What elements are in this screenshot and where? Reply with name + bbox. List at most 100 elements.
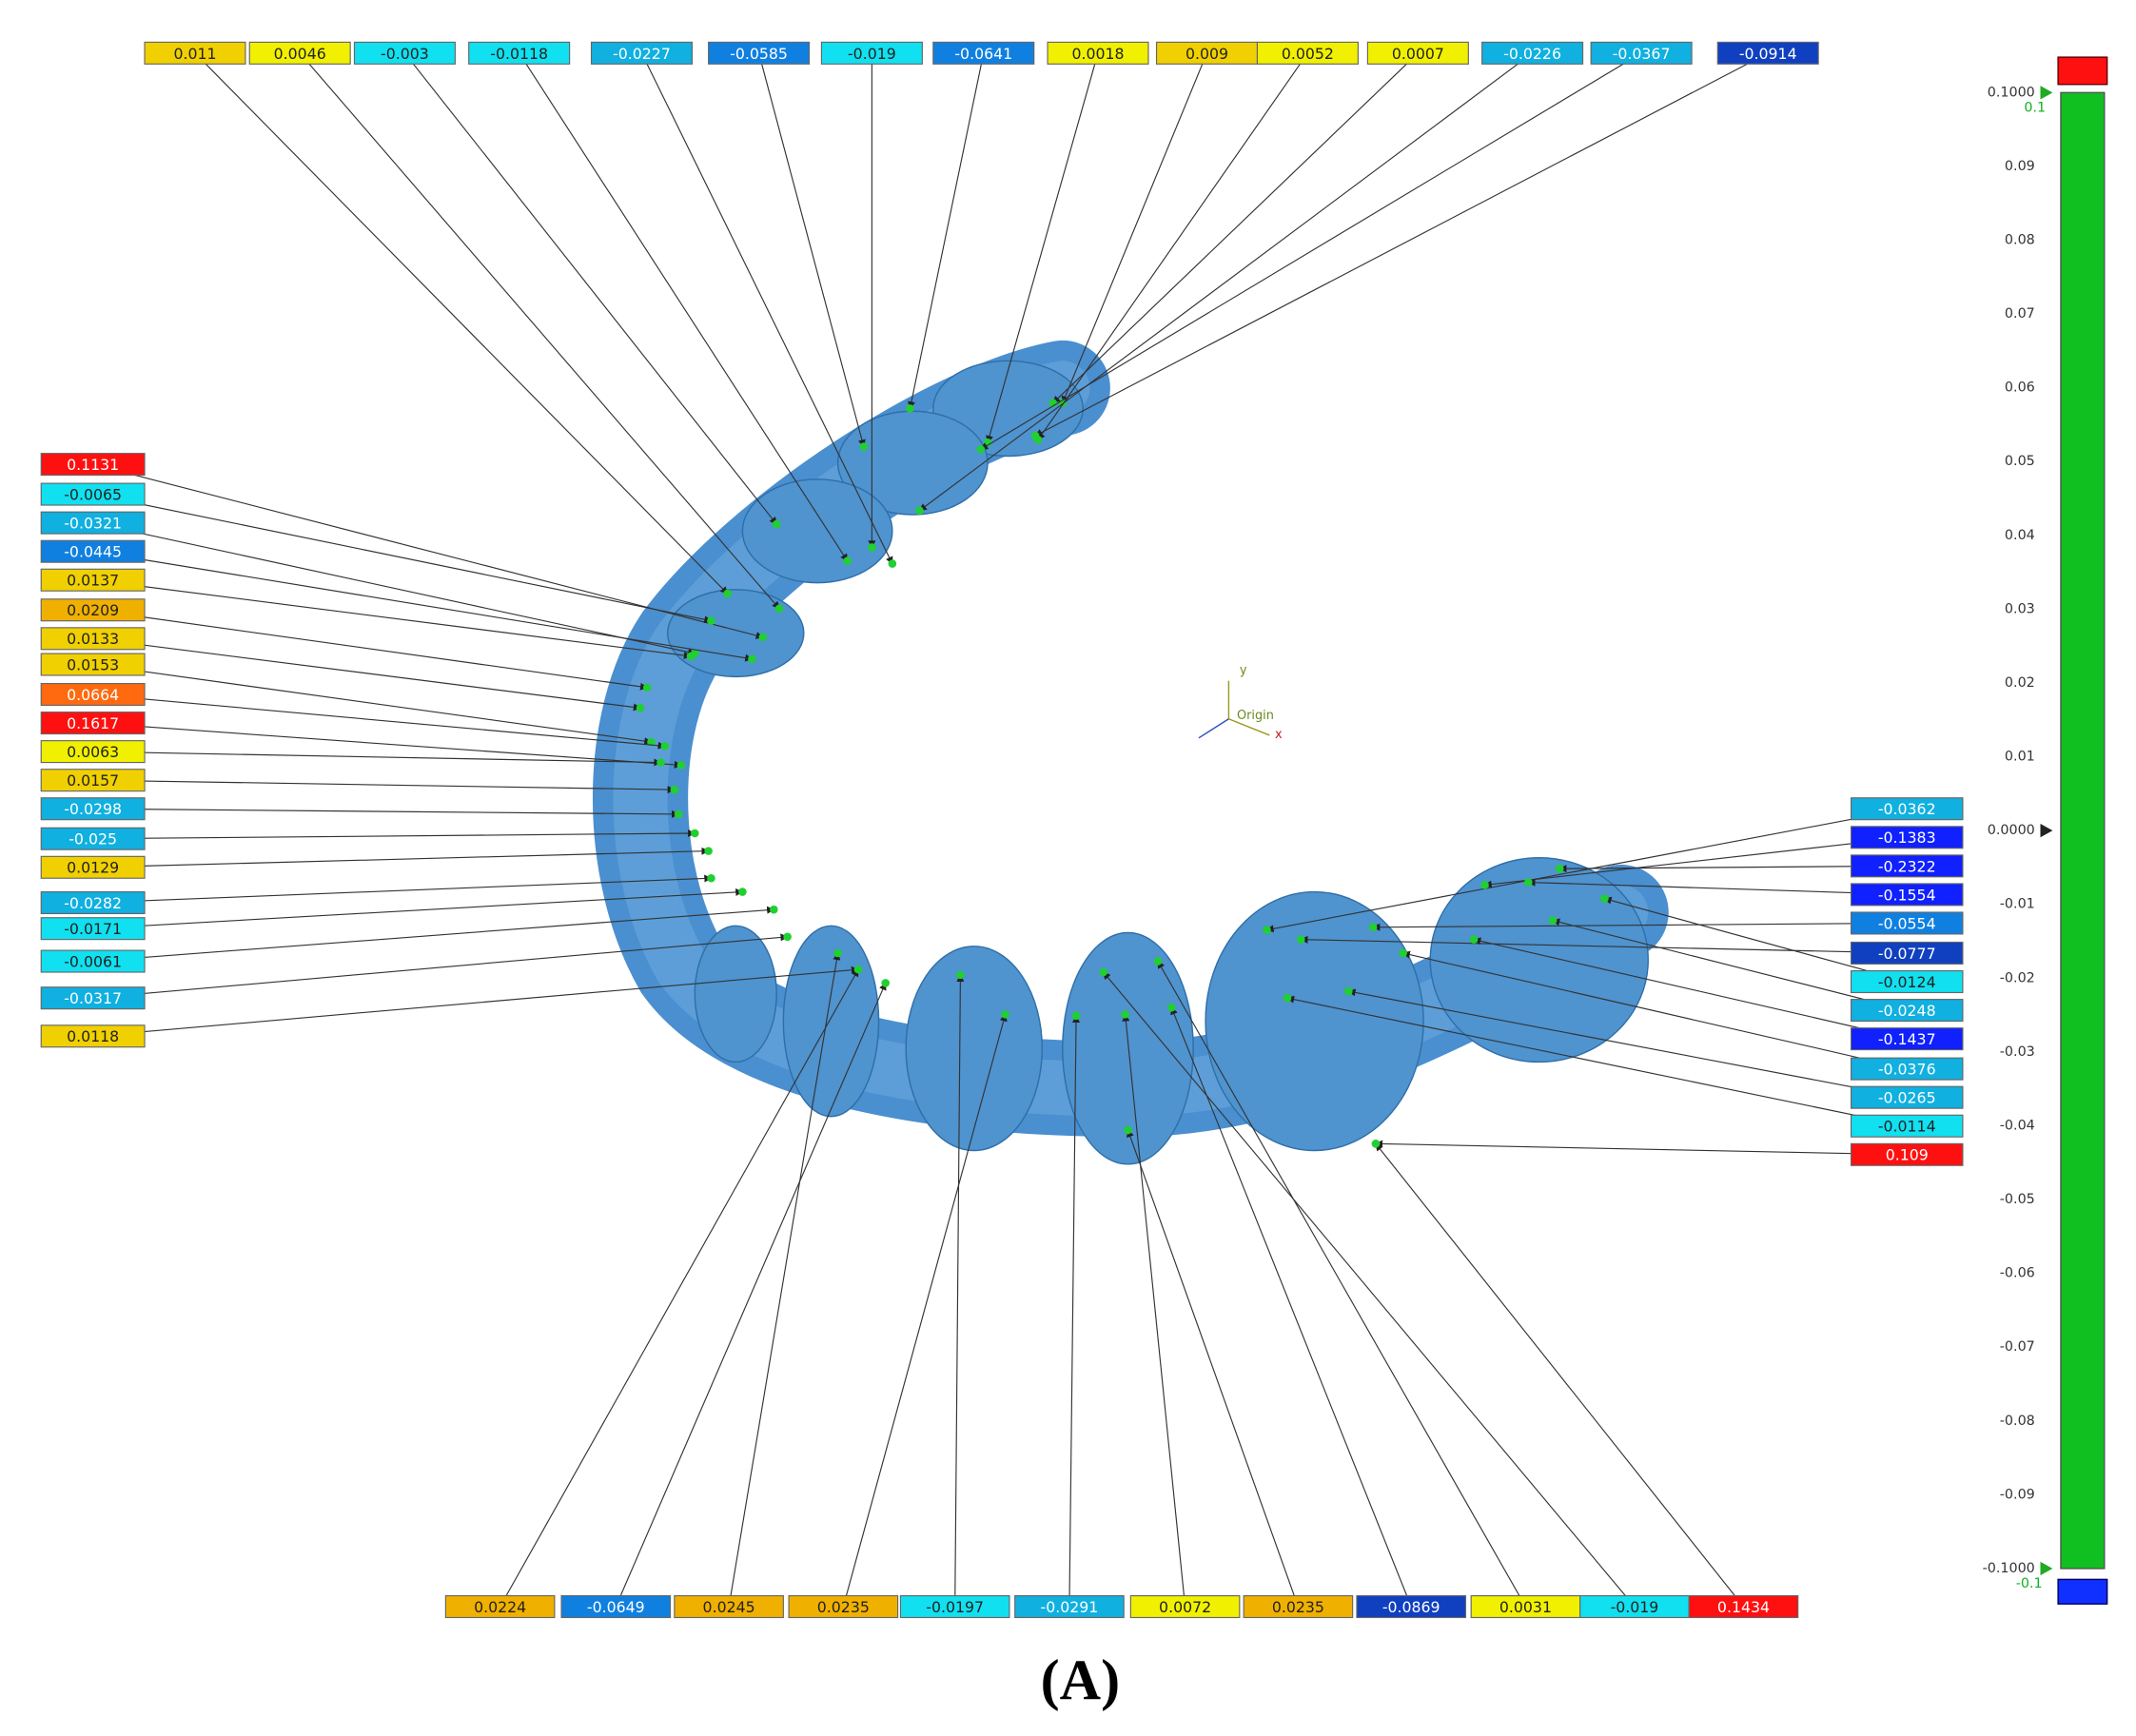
scale-tick-label: 0.0000 <box>1988 823 2035 838</box>
deviation-label: -0.0641 <box>954 45 1012 63</box>
label-box <box>40 482 146 506</box>
deviation-label: 0.0052 <box>1282 45 1334 63</box>
deviation-label: -0.0171 <box>64 920 122 938</box>
leader-line <box>194 52 729 595</box>
leader-line <box>92 906 775 963</box>
deviation-label: 0.0235 <box>1272 1598 1324 1616</box>
leader-line <box>954 974 965 1608</box>
label-box <box>708 41 811 65</box>
deviation-label: 0.1434 <box>1717 1598 1770 1616</box>
deviation-label: 0.1617 <box>67 714 119 732</box>
axes-gizmo: y x Origin <box>1198 664 1283 742</box>
probe-point <box>833 948 842 958</box>
label-box <box>1243 1594 1354 1619</box>
deviation-label: -0.1437 <box>1878 1030 1936 1048</box>
label-box <box>40 1024 146 1048</box>
leader-line <box>1037 52 1308 440</box>
leader-line <box>92 693 666 750</box>
probe-point <box>676 761 686 770</box>
deviation-label: -0.0248 <box>1878 1002 1936 1020</box>
probe-point <box>1296 935 1305 944</box>
scale-tick-label: -0.02 <box>2000 970 2035 985</box>
label-box <box>40 539 146 563</box>
label-box <box>1850 999 1964 1023</box>
probe-point <box>660 742 670 751</box>
deviation-label: -0.003 <box>381 45 429 63</box>
scale-ticks: 0.1000 0.09 0.08 0.07 0.06 0.05 0.04 0.03 0.02 0.… <box>1983 85 2035 1576</box>
label-box <box>899 1594 1010 1619</box>
label-box <box>1850 969 1964 994</box>
label-box <box>1850 854 1964 878</box>
label-box <box>248 41 351 65</box>
probe-point <box>686 652 696 661</box>
label-box <box>1850 1057 1964 1081</box>
deviation-label: 0.009 <box>1186 45 1228 63</box>
scale-tick-label: -0.09 <box>2000 1487 2035 1502</box>
probe-point <box>691 829 699 838</box>
deviation-label: 0.0664 <box>67 686 119 704</box>
probe-point <box>1600 894 1609 903</box>
probe-point <box>1124 1125 1132 1135</box>
leader-line <box>92 551 754 662</box>
leader-line <box>403 52 777 525</box>
label-box <box>468 41 571 65</box>
deviation-label: 0.0224 <box>474 1598 526 1616</box>
leader-line <box>1122 1013 1186 1608</box>
leader-line <box>92 808 679 818</box>
scale-tick-label: 0.03 <box>2005 601 2035 616</box>
leader-line <box>1170 1006 1412 1608</box>
probe-point <box>976 445 986 454</box>
leader-line <box>92 888 744 929</box>
leader-line <box>92 751 662 767</box>
deviation-label: -0.0061 <box>64 952 122 970</box>
probe-point <box>707 616 715 625</box>
label-box <box>40 890 146 915</box>
leader-line <box>1552 918 1908 1011</box>
probe-point <box>859 442 869 451</box>
deviation-label: -0.0869 <box>1382 1598 1440 1616</box>
label-box <box>444 1594 556 1619</box>
deviation-label: -0.1554 <box>1878 886 1936 904</box>
label-box <box>560 1594 672 1619</box>
deviation-label: 0.0018 <box>1071 45 1124 63</box>
probe-point <box>758 633 768 642</box>
leader-line <box>92 966 859 1037</box>
label-box <box>1716 41 1819 65</box>
leader-line <box>1527 878 1908 895</box>
probe-point <box>770 905 778 914</box>
deviation-label: 0.0235 <box>817 1598 870 1616</box>
probe-point <box>1071 1011 1081 1021</box>
probe-point <box>1548 916 1558 925</box>
probe-point <box>1399 948 1407 958</box>
deviation-label: -0.0265 <box>1878 1089 1936 1107</box>
leader-line <box>500 968 859 1608</box>
leader-line <box>1401 950 1908 1070</box>
deviation-label: 0.0157 <box>67 771 119 790</box>
axis-x-label: x <box>1275 728 1283 742</box>
scale-max-marker: 0.1 <box>2024 100 2046 115</box>
leader-line <box>1347 988 1908 1099</box>
leader-line <box>92 522 696 656</box>
leader-line <box>986 52 1099 443</box>
deviation-label: 0.0007 <box>1392 45 1444 63</box>
probe-point <box>853 965 863 974</box>
label-box <box>40 598 146 622</box>
deviation-label: -0.0197 <box>926 1598 984 1616</box>
deviation-label: -0.0118 <box>490 45 548 63</box>
deviation-label: 0.0209 <box>67 601 119 619</box>
leader-line <box>758 52 866 448</box>
label-box <box>40 453 146 477</box>
probe-point <box>906 404 914 413</box>
leader-line <box>842 1013 1008 1608</box>
leader-line <box>918 52 1533 512</box>
deviation-label: -0.0362 <box>1878 800 1936 818</box>
leader-line <box>92 494 713 624</box>
probe-point <box>738 888 747 896</box>
label-box <box>40 769 146 792</box>
deviation-label: -0.0554 <box>1878 914 1936 932</box>
label-box <box>40 855 146 879</box>
leader-line <box>1558 865 1908 873</box>
scale-tick-label: 0.05 <box>2005 454 2035 469</box>
deviation-label: -0.2322 <box>1878 857 1936 875</box>
deviation-label: -0.0914 <box>1739 45 1797 63</box>
